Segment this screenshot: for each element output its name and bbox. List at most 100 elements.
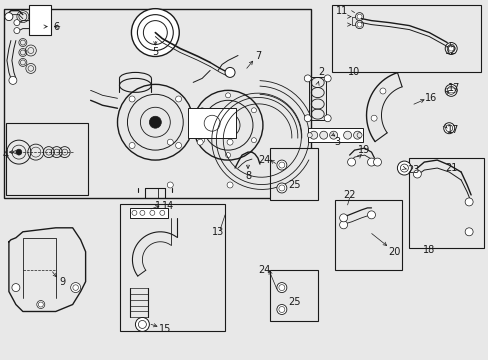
Circle shape xyxy=(251,108,256,113)
Circle shape xyxy=(400,164,407,172)
Text: 25: 25 xyxy=(288,297,301,306)
Text: 19: 19 xyxy=(358,145,370,155)
Circle shape xyxy=(304,75,310,82)
Text: 11: 11 xyxy=(335,6,347,15)
Circle shape xyxy=(379,88,385,94)
Circle shape xyxy=(167,182,173,188)
Circle shape xyxy=(137,15,173,50)
Text: 13: 13 xyxy=(211,227,224,237)
Circle shape xyxy=(140,210,144,215)
Circle shape xyxy=(71,283,81,293)
Text: 23: 23 xyxy=(407,165,419,175)
Circle shape xyxy=(135,318,149,332)
Circle shape xyxy=(355,21,363,28)
Text: 12: 12 xyxy=(444,45,456,55)
Text: 6: 6 xyxy=(54,22,60,32)
Circle shape xyxy=(5,13,13,21)
Circle shape xyxy=(276,183,286,193)
Circle shape xyxy=(356,22,361,27)
Bar xyxy=(408,158,483,248)
Circle shape xyxy=(339,214,347,222)
Text: 17: 17 xyxy=(446,125,458,135)
Text: 24: 24 xyxy=(258,155,270,165)
Circle shape xyxy=(373,158,381,166)
Circle shape xyxy=(276,305,286,315)
Circle shape xyxy=(12,284,20,292)
Circle shape xyxy=(224,67,235,77)
Bar xyxy=(269,148,317,200)
Circle shape xyxy=(444,84,456,96)
Circle shape xyxy=(143,21,167,45)
Bar xyxy=(130,208,168,218)
Circle shape xyxy=(223,120,233,130)
Circle shape xyxy=(226,182,233,188)
Circle shape xyxy=(225,153,230,158)
Text: 22: 22 xyxy=(343,190,355,200)
Bar xyxy=(334,200,402,270)
Circle shape xyxy=(319,131,327,139)
Circle shape xyxy=(397,161,410,175)
Circle shape xyxy=(175,143,181,148)
Circle shape xyxy=(14,20,20,26)
Circle shape xyxy=(347,158,355,166)
Circle shape xyxy=(447,86,454,94)
Text: 7: 7 xyxy=(254,51,261,62)
Text: 8: 8 xyxy=(244,171,250,181)
Circle shape xyxy=(329,131,337,139)
Circle shape xyxy=(175,96,181,102)
Text: 1: 1 xyxy=(155,201,161,211)
Circle shape xyxy=(251,138,256,143)
Circle shape xyxy=(278,162,285,168)
Text: 4: 4 xyxy=(3,150,9,160)
Text: 10: 10 xyxy=(348,67,360,77)
Bar xyxy=(29,5,51,35)
Circle shape xyxy=(447,45,454,53)
Circle shape xyxy=(445,125,452,132)
Circle shape xyxy=(324,75,330,82)
Circle shape xyxy=(149,116,161,128)
Text: 25: 25 xyxy=(288,180,301,190)
Text: 3: 3 xyxy=(334,137,340,147)
Circle shape xyxy=(304,115,310,122)
Text: 18: 18 xyxy=(422,245,434,255)
Circle shape xyxy=(443,123,454,134)
Circle shape xyxy=(37,301,45,309)
Circle shape xyxy=(356,14,361,19)
Circle shape xyxy=(278,285,285,291)
Circle shape xyxy=(132,210,137,215)
Circle shape xyxy=(197,139,203,145)
Bar xyxy=(307,128,362,142)
Bar xyxy=(331,5,480,72)
Circle shape xyxy=(160,210,164,215)
Circle shape xyxy=(355,13,363,21)
Circle shape xyxy=(131,9,179,57)
Circle shape xyxy=(306,133,312,138)
Circle shape xyxy=(412,170,421,178)
Text: 16: 16 xyxy=(424,93,436,103)
Circle shape xyxy=(309,131,317,139)
Circle shape xyxy=(276,283,286,293)
Text: 14: 14 xyxy=(162,201,174,211)
Circle shape xyxy=(16,149,22,155)
Circle shape xyxy=(448,46,453,51)
Circle shape xyxy=(278,185,285,191)
Circle shape xyxy=(367,211,375,219)
Circle shape xyxy=(9,76,17,84)
Text: 5: 5 xyxy=(152,48,158,58)
Text: 20: 20 xyxy=(387,247,400,257)
Text: 21: 21 xyxy=(444,163,456,173)
Bar xyxy=(6,123,87,195)
Circle shape xyxy=(14,28,20,33)
Circle shape xyxy=(353,131,361,139)
Circle shape xyxy=(278,306,285,312)
Circle shape xyxy=(226,139,233,145)
Circle shape xyxy=(367,158,375,166)
Circle shape xyxy=(199,138,204,143)
Circle shape xyxy=(339,221,347,229)
Circle shape xyxy=(199,108,204,113)
Circle shape xyxy=(370,115,376,121)
Circle shape xyxy=(276,160,286,170)
Text: 24: 24 xyxy=(258,265,270,275)
Circle shape xyxy=(324,115,330,122)
Text: 17: 17 xyxy=(447,84,459,93)
